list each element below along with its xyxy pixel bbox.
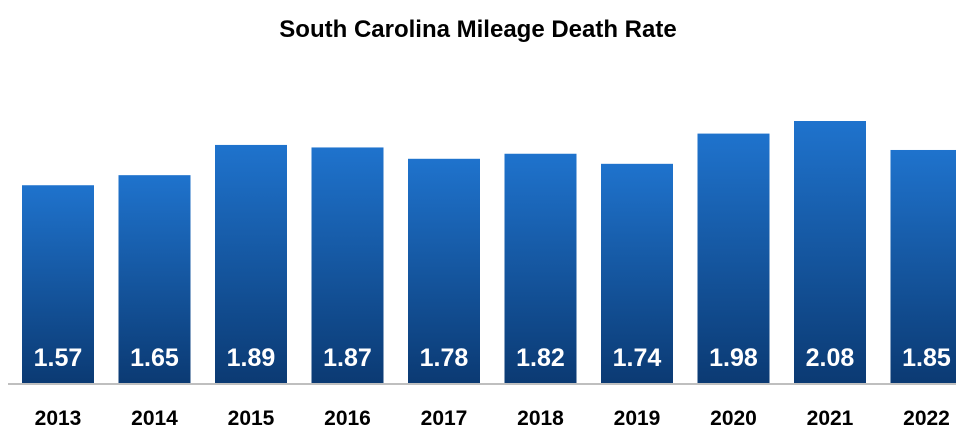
x-tick-label-2019: 2019 — [614, 407, 661, 430]
data-label-2018: 1.82 — [516, 344, 565, 372]
bar-2015 — [215, 144, 287, 383]
bar-2014 — [118, 175, 191, 383]
data-label-2017: 1.78 — [420, 344, 469, 372]
data-label-2016: 1.87 — [323, 344, 372, 372]
data-label-2020: 1.98 — [709, 344, 758, 372]
data-label-2019: 1.74 — [613, 344, 662, 372]
bar-2016 — [311, 147, 384, 383]
chart-title: South Carolina Mileage Death Rate — [279, 16, 677, 43]
bar-2022 — [890, 149, 956, 383]
data-labels-layer: 1.57 1.65 1.89 1.87 1.78 1.82 1.74 1.98 2.08 1.85 — [34, 344, 951, 372]
x-tick-label-2020: 2020 — [710, 407, 757, 430]
bar-2017 — [408, 158, 480, 383]
x-tick-labels-layer: 2013 2014 2015 2016 2017 2018 2019 2020 2021 2022 — [35, 407, 950, 430]
x-tick-label-2016: 2016 — [324, 407, 371, 430]
x-tick-label-2013: 2013 — [35, 407, 82, 430]
bar-2019 — [601, 163, 673, 383]
x-tick-label-2017: 2017 — [421, 407, 468, 430]
data-label-2014: 1.65 — [130, 344, 179, 372]
data-label-2015: 1.89 — [227, 344, 276, 372]
bar-2018 — [504, 153, 577, 383]
bar-2021 — [794, 121, 866, 383]
data-label-2013: 1.57 — [34, 344, 83, 372]
x-tick-label-2021: 2021 — [807, 407, 854, 430]
bar-2013 — [22, 185, 94, 383]
x-tick-label-2018: 2018 — [517, 407, 564, 430]
bar-2020 — [697, 133, 770, 383]
data-label-2021: 2.08 — [806, 344, 855, 372]
bars-layer — [22, 121, 956, 383]
x-tick-label-2022: 2022 — [903, 407, 950, 430]
data-label-2022: 1.85 — [902, 344, 951, 372]
x-tick-label-2015: 2015 — [228, 407, 275, 430]
x-tick-label-2014: 2014 — [131, 407, 178, 430]
